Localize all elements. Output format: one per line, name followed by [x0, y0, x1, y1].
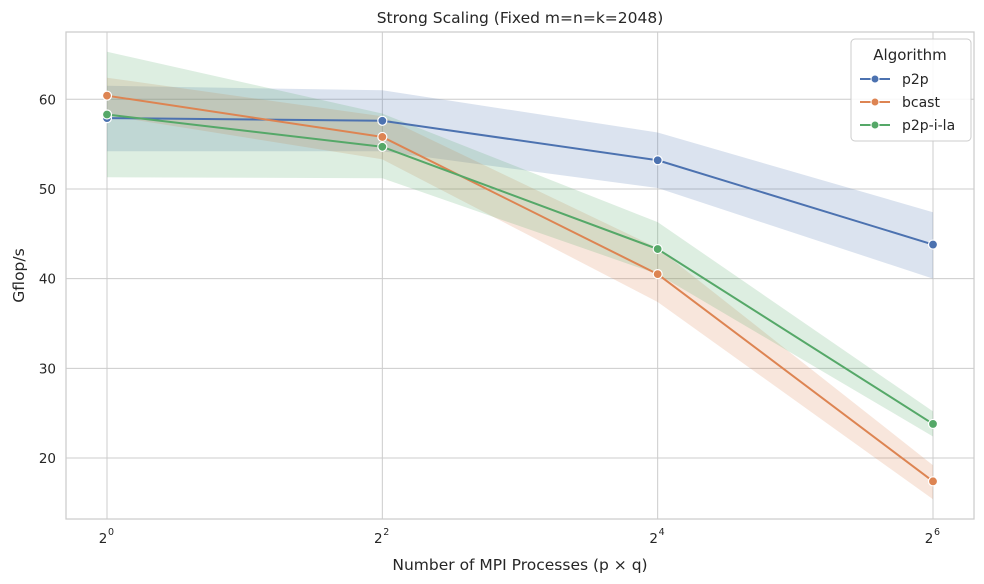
legend-item: p2p	[860, 72, 929, 88]
data-point-p2p-i-la	[101, 109, 113, 120]
x-tick-label: 2	[374, 531, 383, 547]
data-point-bcast	[927, 476, 939, 487]
data-point-bcast	[101, 90, 113, 101]
x-tick-label: 2	[925, 531, 934, 547]
legend: Algorithm p2p bcast p2p-i-la	[850, 38, 972, 142]
y-tick-label: 50	[39, 182, 56, 198]
series-lines	[106, 94, 934, 483]
legend-swatch-marker	[870, 120, 880, 130]
confidence-band-p2p	[107, 85, 933, 279]
data-point-p2p-i-la	[927, 418, 939, 430]
legend-label: p2p	[902, 72, 929, 88]
x-tick-label: 2	[99, 531, 108, 547]
legend-title: Algorithm	[873, 46, 946, 64]
x-tick-exponent: 6	[934, 527, 940, 538]
x-tick-exponent: 2	[383, 527, 389, 538]
y-axis-label: Gflop/s	[10, 248, 28, 302]
legend-swatch-marker	[870, 74, 880, 84]
series-line-bcast	[106, 94, 934, 483]
x-tick-exponent: 4	[659, 527, 665, 538]
data-point-bcast	[652, 269, 663, 280]
legend-box	[850, 38, 972, 142]
legend-item: p2p-i-la	[860, 118, 955, 134]
chart-title: Strong Scaling (Fixed m=n=k=2048)	[377, 9, 664, 27]
legend-swatch-marker	[870, 97, 880, 107]
legend-items: p2p bcast p2p-i-la	[860, 72, 955, 134]
legend-label: bcast	[902, 95, 940, 111]
x-axis-label: Number of MPI Processes (p × q)	[392, 556, 647, 574]
y-tick-label: 30	[39, 361, 56, 377]
series-markers	[101, 90, 939, 487]
data-point-bcast	[377, 131, 388, 143]
data-point-p2p-i-la	[652, 243, 663, 255]
legend-item: bcast	[860, 95, 940, 111]
data-point-p2p	[377, 115, 388, 126]
plot-frame	[65, 31, 975, 520]
y-tick-label: 20	[39, 451, 56, 467]
series-line-p2p-i-la	[106, 113, 934, 425]
data-point-p2p-i-la	[377, 141, 388, 152]
y-tick-label: 40	[39, 272, 56, 288]
x-tick-exponent: 0	[108, 527, 114, 538]
confidence-band-p2p-i-la	[107, 51, 933, 437]
y-tick-label: 60	[39, 92, 56, 108]
series-line-p2p	[106, 117, 934, 246]
legend-label: p2p-i-la	[902, 118, 955, 134]
data-point-p2p	[652, 155, 663, 166]
data-point-p2p	[927, 239, 939, 250]
x-tick-label: 2	[649, 531, 658, 547]
grid	[66, 32, 974, 519]
